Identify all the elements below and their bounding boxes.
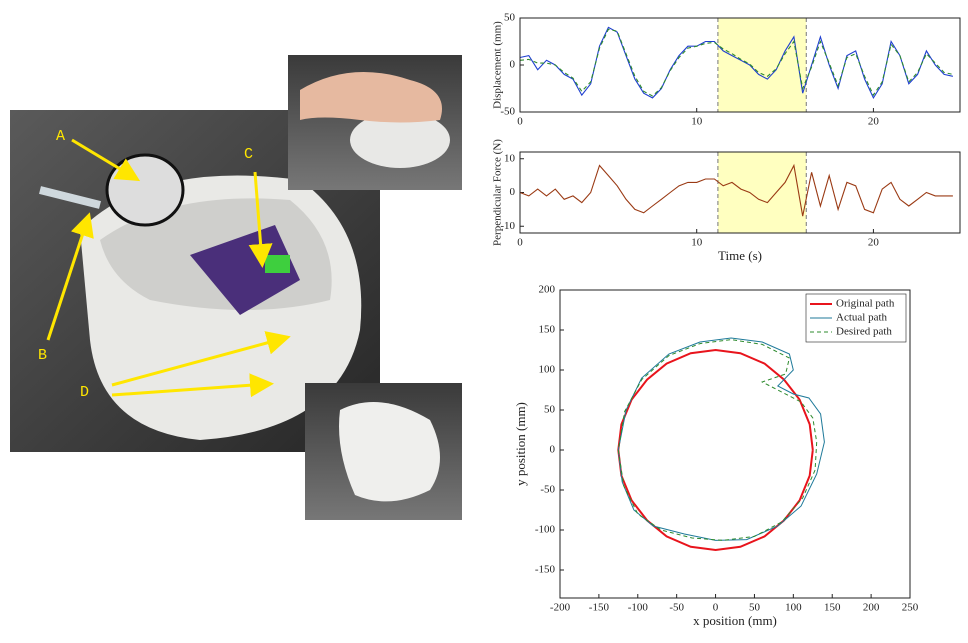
x-tick-label: -200 <box>550 602 571 614</box>
y-tick-label: -10 <box>500 220 515 232</box>
y-tick-label: 0 <box>550 444 556 456</box>
x-tick-label: 150 <box>824 602 841 614</box>
legend-label: Original path <box>836 298 895 310</box>
y-axis-label: y position (mm) <box>513 402 528 486</box>
x-axis-label: Time (s) <box>718 248 762 263</box>
mouse-photo <box>305 383 462 520</box>
data-line <box>519 28 954 97</box>
y-tick-label: -50 <box>540 484 555 496</box>
data-line <box>617 337 825 541</box>
y-tick-label: 0 <box>510 59 516 71</box>
axes-box <box>519 17 961 113</box>
hand-photo <box>288 55 462 190</box>
y-tick-label: -150 <box>535 564 556 576</box>
x-tick-label: 250 <box>902 602 919 614</box>
y-tick-label: 50 <box>504 12 516 24</box>
x-tick-label: -100 <box>628 602 649 614</box>
photo-label: D <box>80 384 89 401</box>
x-tick-label: 20 <box>868 116 880 128</box>
highlight-region <box>717 18 807 112</box>
y-tick-label: 0 <box>510 186 516 198</box>
x-tick-label: 0 <box>517 116 523 128</box>
legend-label: Desired path <box>836 326 892 338</box>
x-tick-label: 200 <box>863 602 880 614</box>
x-tick-label: 20 <box>868 237 880 249</box>
y-axis-label: Perpendicular Force (N) <box>492 139 504 246</box>
x-tick-label: 0 <box>517 237 523 249</box>
highlight-region <box>717 152 807 233</box>
legend-label: Actual path <box>836 312 888 324</box>
y-axis-label: Displacement (mm) <box>492 21 504 109</box>
axes-box <box>519 151 961 234</box>
x-tick-label: 50 <box>749 602 761 614</box>
y-tick-label: -100 <box>535 524 556 536</box>
y-tick-label: 200 <box>539 284 556 296</box>
y-tick-label: -50 <box>500 106 515 118</box>
y-tick-label: 50 <box>544 404 556 416</box>
x-tick-label: 100 <box>785 602 802 614</box>
x-tick-label: -50 <box>669 602 684 614</box>
x-tick-label: 10 <box>691 237 703 249</box>
photo-label: C <box>244 146 253 163</box>
y-tick-label: 150 <box>539 324 556 336</box>
x-tick-label: -150 <box>589 602 610 614</box>
y-tick-label: 10 <box>504 152 516 164</box>
x-tick-label: 0 <box>713 602 719 614</box>
x-tick-label: 10 <box>691 116 703 128</box>
photo-label: A <box>56 128 65 145</box>
x-axis-label: x position (mm) <box>693 613 777 628</box>
data-line <box>519 163 953 217</box>
photo-annotations: A B C D <box>38 128 291 401</box>
y-tick-label: 100 <box>539 364 556 376</box>
axes-box <box>559 289 911 599</box>
data-line <box>617 339 818 541</box>
photo-label: B <box>38 347 47 364</box>
